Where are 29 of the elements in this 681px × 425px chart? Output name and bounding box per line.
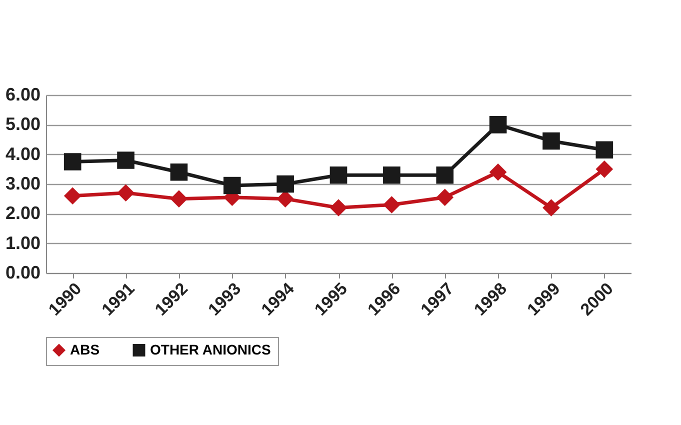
point [489, 116, 507, 134]
y-tick-label: 1.00 [5, 232, 40, 253]
point [596, 160, 614, 178]
point [64, 153, 82, 170]
legend-label: OTHER ANIONICS [150, 341, 271, 358]
point [330, 166, 348, 184]
legend-label: ABS [70, 341, 100, 358]
y-tick-label: 3.00 [5, 174, 40, 194]
y-tick-label: 0.00 [5, 262, 40, 282]
point [542, 199, 560, 216]
point [596, 141, 614, 159]
point [436, 166, 454, 184]
y-tick-label: 6.00 [5, 84, 40, 104]
point [170, 163, 188, 181]
point [542, 132, 560, 150]
point [383, 166, 400, 184]
point [330, 199, 348, 216]
point [276, 175, 294, 193]
point [117, 152, 134, 169]
point [117, 184, 134, 202]
point [383, 196, 400, 214]
point [223, 176, 241, 194]
point [170, 190, 188, 208]
point [64, 187, 82, 205]
y-tick-label: 2.00 [5, 203, 40, 224]
point [489, 163, 507, 181]
y-tick-label: 4.00 [5, 144, 40, 164]
y-tick-label: 5.00 [5, 114, 40, 134]
point [436, 188, 454, 206]
